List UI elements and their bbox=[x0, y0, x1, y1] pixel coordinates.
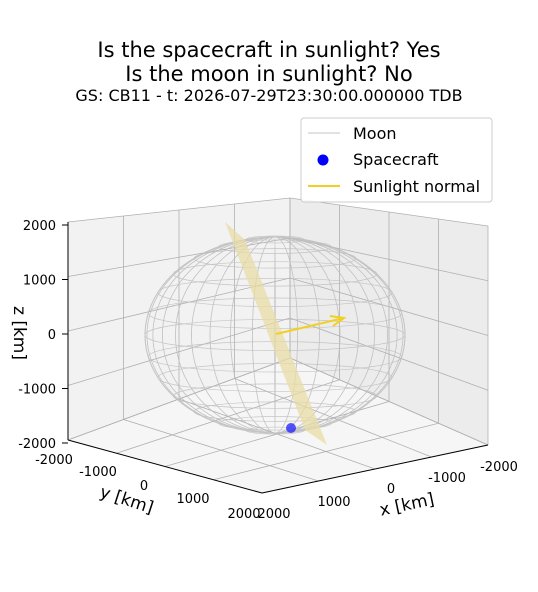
z-axis-label: z [km] bbox=[9, 306, 29, 360]
chart-title-line-2: Is the moon in sunlight? No bbox=[125, 62, 413, 86]
legend-moon-label: Moon bbox=[353, 124, 397, 143]
x-tick-label: -1000 bbox=[428, 471, 466, 486]
sphere-outline bbox=[144, 236, 406, 434]
y-tick-label: 1000 bbox=[176, 492, 209, 507]
z-tick-label: -1000 bbox=[18, 383, 56, 398]
grid-line bbox=[289, 317, 489, 391]
spacecraft-marker bbox=[286, 423, 296, 433]
grid-line bbox=[67, 317, 291, 386]
legend-spacecraft-swatch bbox=[317, 154, 329, 166]
legend-frame bbox=[300, 117, 493, 203]
x-tick-label: 2000 bbox=[257, 507, 290, 522]
y-tick-label: 2000 bbox=[227, 507, 260, 522]
sunlight-normal-arrow bbox=[275, 315, 347, 335]
x-tick-labels: 2000 1000 0 -1000 -2000 bbox=[257, 460, 517, 522]
z-tick-label: -2000 bbox=[18, 437, 56, 452]
z-tick-label: 1000 bbox=[23, 274, 56, 289]
pane-floor bbox=[68, 358, 488, 493]
x-tick-label: -2000 bbox=[480, 460, 518, 475]
y-tick-label: -1000 bbox=[79, 465, 117, 480]
x-tick-label: 1000 bbox=[317, 495, 350, 510]
moon-wireframe bbox=[144, 235, 406, 435]
legend: Moon Spacecraft Sunlight normal bbox=[300, 117, 493, 203]
z-tick-labels: -2000 -1000 0 1000 2000 bbox=[18, 219, 68, 452]
y-tick-label: -2000 bbox=[35, 453, 73, 468]
chart-title-line-1: Is the spacecraft in sunlight? Yes bbox=[97, 38, 441, 62]
legend-sunlight-label: Sunlight normal bbox=[353, 177, 480, 196]
z-tick-label: 0 bbox=[48, 328, 56, 343]
x-tick-label: 0 bbox=[387, 482, 395, 497]
grid-line bbox=[289, 357, 489, 446]
legend-spacecraft-label: Spacecraft bbox=[353, 150, 439, 169]
z-tick-label: 2000 bbox=[23, 219, 56, 234]
y-tick-labels: -2000 -1000 0 1000 2000 bbox=[35, 453, 260, 522]
grid-line bbox=[213, 422, 439, 481]
y-tick-label: 0 bbox=[140, 479, 148, 494]
axis-edges bbox=[67, 222, 489, 494]
chart-subtitle: GS: CB11 - t: 2026-07-29T23:30:00.000000… bbox=[75, 86, 463, 105]
